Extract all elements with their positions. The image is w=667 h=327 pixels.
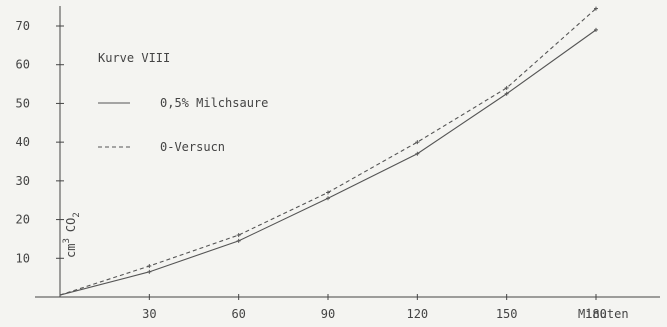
x-axis-label: Minuten: [578, 307, 629, 321]
x-tick-label: 120: [406, 307, 428, 321]
chart-title: Kurve VIII: [98, 51, 170, 65]
x-tick-label: 60: [231, 307, 245, 321]
y-tick-label: 70: [16, 19, 30, 33]
y-axis-label-sup: 3: [62, 238, 72, 243]
x-tick-label: 90: [321, 307, 335, 321]
y-tick-label: 60: [16, 58, 30, 72]
ticks: 30 60 90 120 150 180 10 20 30 40 50 60 70: [16, 19, 607, 321]
y-tick-label: 10: [16, 251, 30, 265]
x-tick-label: 30: [142, 307, 156, 321]
series-layer: [59, 6, 598, 296]
y-tick-label: 20: [16, 213, 30, 227]
x-tick-label: 150: [496, 307, 518, 321]
legend-label-series-1: 0,5% Milchsaure: [160, 96, 268, 110]
legend-label-series-2: 0-Versucn: [160, 140, 225, 154]
y-tick-label: 40: [16, 135, 30, 149]
legend: 0,5% Milchsaure 0-Versucn: [98, 96, 268, 154]
y-axis-label-co: CO: [64, 218, 78, 232]
x-tick-label: 180: [585, 307, 607, 321]
y-axis-label-cm: cm: [64, 244, 78, 258]
axes: [35, 6, 660, 298]
y-axis-label: cm3 CO2: [62, 212, 82, 258]
series-line-1: [59, 29, 597, 296]
y-tick-label: 30: [16, 174, 30, 188]
svg-text:cm3CO2: cm3 CO2: [62, 212, 82, 258]
y-tick-label: 50: [16, 96, 30, 110]
y-axis-label-sub: 2: [72, 212, 82, 217]
